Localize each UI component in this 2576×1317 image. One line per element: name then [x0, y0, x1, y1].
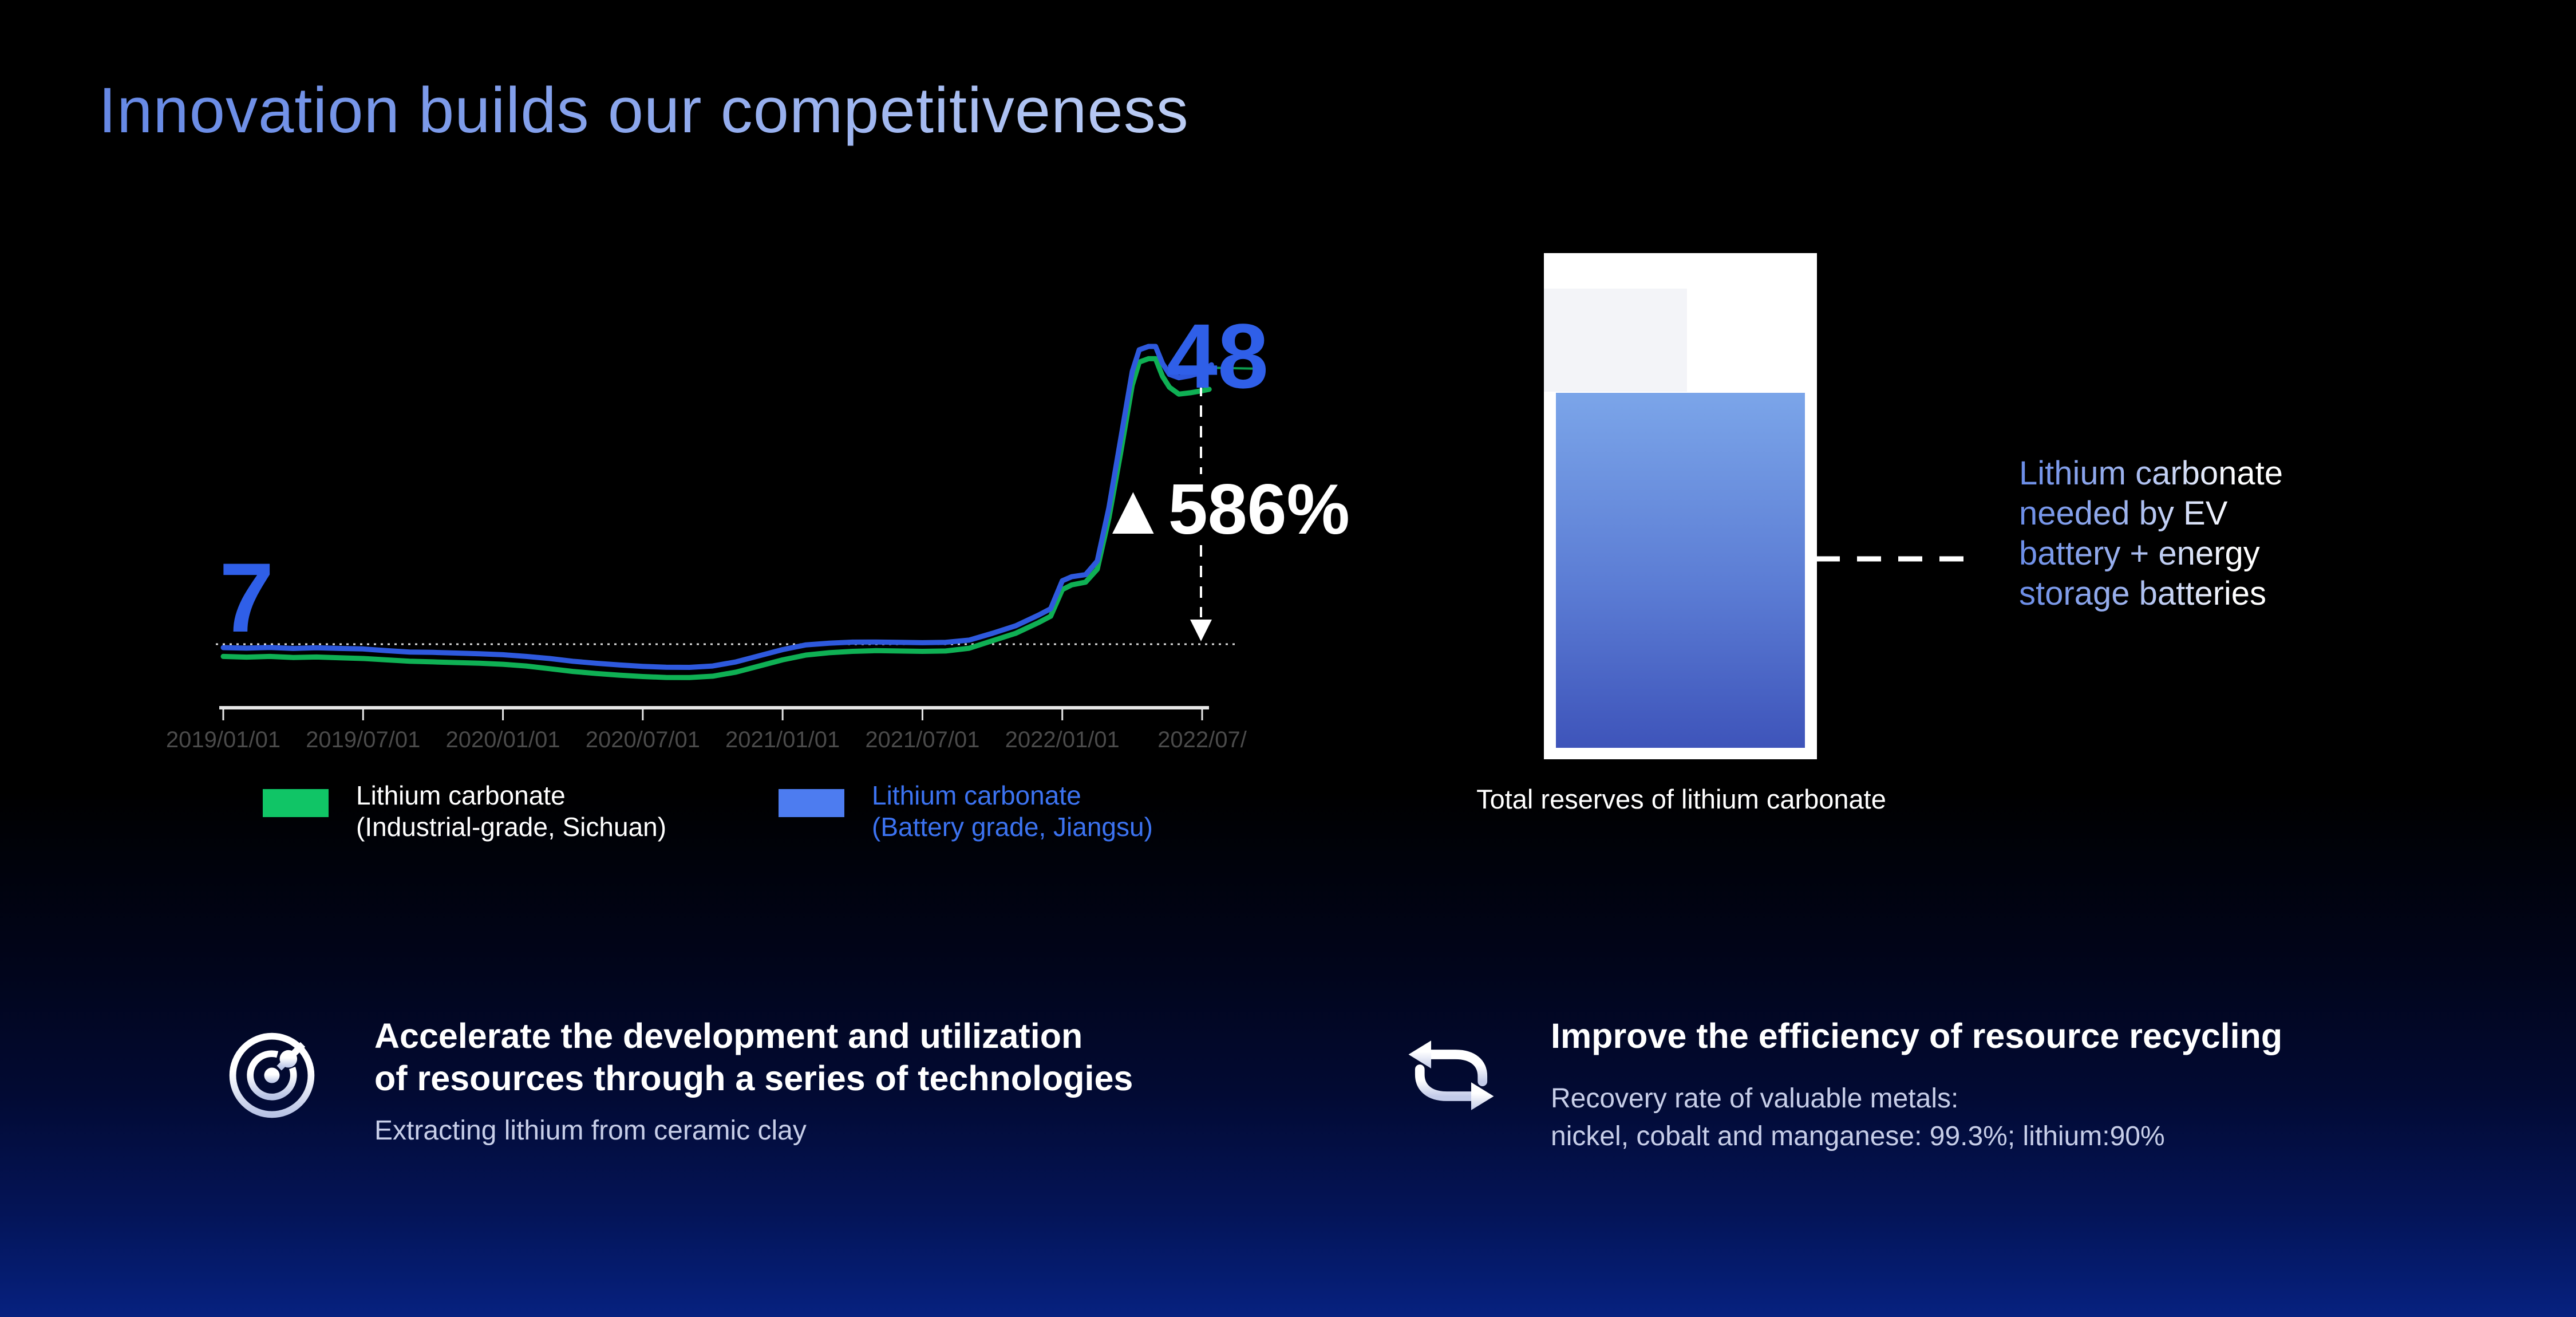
chart-change-percent: ▲586% — [1098, 470, 1350, 549]
legend-item-battery-grade: Lithium carbonate (Battery grade, Jiangs… — [779, 780, 1153, 843]
annotation-line: Lithium carbonate — [2019, 455, 2283, 492]
legend-swatch-green — [263, 789, 329, 817]
chart-start-value: 7 — [219, 543, 274, 653]
legend-label: Lithium carbonate (Battery grade, Jiangs… — [872, 780, 1153, 843]
x-axis-tick-label: 2022/01/01 — [1005, 727, 1120, 752]
x-axis-tick-label: 2022/07/ — [1157, 727, 1247, 752]
x-axis-tick-label: 2020/07/01 — [586, 727, 700, 752]
x-axis-tick-label: 2021/07/01 — [865, 727, 979, 752]
series-line-0 — [220, 356, 1212, 680]
legend-label-line2: (Battery grade, Jiangsu) — [872, 812, 1153, 842]
feature-subtitle: Recovery rate of valuable metals: nickel… — [1551, 1080, 2282, 1156]
legend-label-line1: Lithium carbonate — [356, 780, 566, 810]
reserves-annotation: Lithium carbonate needed by EV battery +… — [2019, 454, 2283, 614]
annotation-line: battery + energy — [2019, 535, 2260, 572]
reserves-caption: Total reserves of lithium carbonate — [1476, 784, 1886, 814]
end-value-leader-line — [1174, 366, 1263, 370]
feature-right: Improve the efficiency of resource recyc… — [1551, 1015, 2282, 1156]
x-axis-tick-label: 2020/01/01 — [445, 727, 560, 752]
annotation-line: storage batteries — [2019, 575, 2267, 612]
x-axis-ticks: 2019/01/01 2019/07/01 2020/01/01 2020/07/01… — [166, 708, 1247, 752]
feature-title-line1: Accelerate the development and utilizati… — [374, 1016, 1083, 1055]
reserves-bar-container — [1544, 253, 1817, 759]
feature-title: Improve the efficiency of resource recyc… — [1551, 1016, 2283, 1055]
annotation-line: needed by EV — [2019, 495, 2228, 532]
x-axis-tick-label: 2019/07/01 — [306, 727, 420, 752]
change-arrow-head — [1190, 620, 1212, 641]
legend-swatch-blue — [779, 789, 844, 817]
reserves-bar-highlight — [1544, 289, 1687, 392]
feature-left: Accelerate the development and utilizati… — [374, 1015, 1133, 1150]
recycle-loop-icon — [1408, 1040, 1494, 1110]
x-axis-tick-label: 2019/01/01 — [166, 727, 280, 752]
feature-title: Accelerate the development and utilizati… — [374, 1015, 1133, 1099]
reserves-bar-fill — [1556, 393, 1805, 748]
feature-subtitle-line2: nickel, cobalt and manganese: 99.3%; lit… — [1551, 1121, 2165, 1152]
legend-label-line1: Lithium carbonate — [872, 780, 1081, 810]
x-axis-tick-label: 2021/01/01 — [725, 727, 840, 752]
legend-label: Lithium carbonate (Industrial-grade, Sic… — [356, 780, 666, 843]
feature-subtitle-line1: Recovery rate of valuable metals: — [1551, 1083, 1959, 1114]
chart-series — [220, 344, 1214, 680]
chart-end-value: 48 — [1167, 305, 1269, 407]
feature-title-line2: of resources through a series of technol… — [374, 1059, 1133, 1098]
radar-target-icon — [223, 1027, 321, 1124]
series-line-1 — [220, 344, 1214, 670]
legend-label-line2: (Industrial-grade, Sichuan) — [356, 812, 667, 842]
feature-subtitle: Extracting lithium from ceramic clay — [374, 1115, 807, 1146]
page-title: Innovation builds our competitiveness — [98, 74, 1189, 146]
legend-item-industrial-grade: Lithium carbonate (Industrial-grade, Sic… — [263, 780, 666, 843]
